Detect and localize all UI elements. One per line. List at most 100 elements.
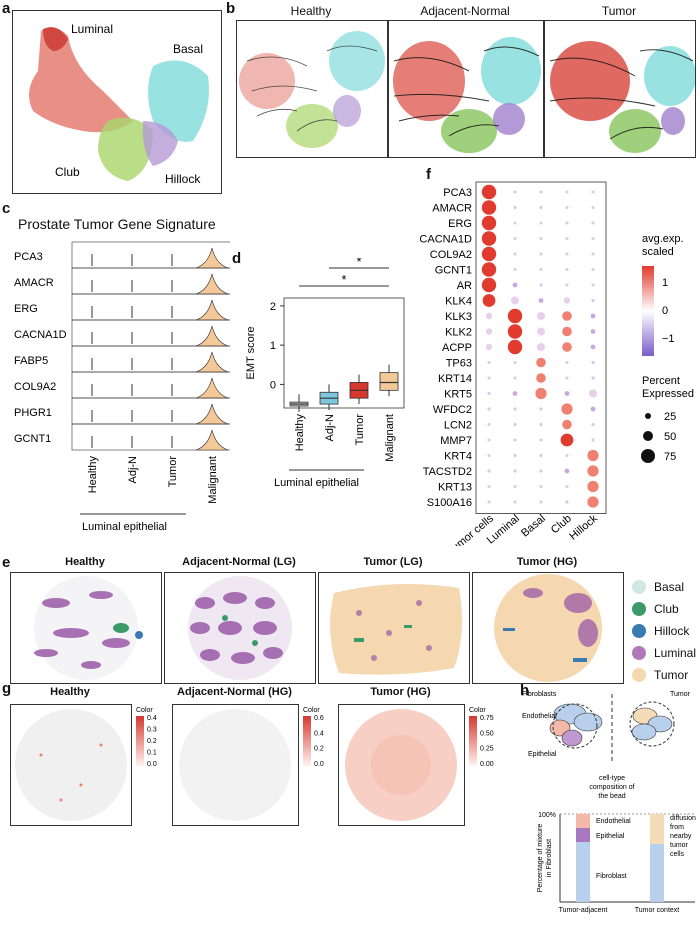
dot-gene-WFDC2: WFDC2 [433, 404, 472, 416]
dot [538, 298, 544, 303]
dot [562, 311, 572, 321]
violin-group-Malignant: Malignant [207, 456, 219, 504]
dot [565, 221, 569, 225]
dot [507, 308, 523, 324]
h-label-fibroblasts: Fibroblasts [522, 691, 557, 698]
color-legend-tick: 1 [662, 277, 668, 289]
panel-label-e: e [2, 554, 11, 571]
bar-endothelial [576, 814, 590, 828]
spatial-tumor-hg [472, 572, 624, 684]
dot [539, 237, 543, 240]
violin-malignant [195, 403, 229, 425]
dot [591, 221, 595, 225]
dot [535, 387, 547, 400]
dot [513, 252, 517, 256]
dot [591, 283, 595, 287]
h-xlabel-adjacent: Tumor-adjacent [559, 907, 608, 914]
dot [565, 376, 569, 380]
panel-e-title-0: Healthy [65, 556, 105, 568]
size-legend-title: Percent [642, 375, 680, 387]
dot [536, 373, 546, 383]
color-legend-title: avg.exp. [642, 233, 684, 245]
dot [539, 422, 543, 427]
diffusion-note: cells [670, 851, 685, 858]
dot [565, 237, 569, 240]
h-ylabel: Percentage of mixture [537, 824, 544, 893]
box-xlabel-Malignant: Malignant [384, 414, 396, 462]
emt-boxplot: 2 1 0 EMT score Healthy Adj-N Tumor Malignant * *… [245, 258, 405, 489]
dot [560, 433, 574, 447]
dot [487, 500, 491, 504]
sig-star-2: * [341, 272, 346, 287]
dot [587, 449, 599, 462]
dot [481, 231, 497, 246]
panel-label-f: f [426, 166, 431, 183]
umap-scatter: Luminal Basal Club Hillock [29, 22, 209, 186]
dot [591, 237, 595, 240]
dot [565, 190, 569, 194]
legend-swatch [632, 646, 646, 660]
dot [539, 190, 543, 194]
dot [564, 391, 570, 396]
dot [565, 361, 569, 364]
dot [487, 423, 491, 426]
dot [513, 268, 517, 271]
panel-b-title-adjacent: Adjacent-Normal [420, 4, 510, 18]
dot-gene-KRT14: KRT14 [438, 373, 472, 385]
dot [487, 391, 491, 396]
dot-gene-COL9A2: COL9A2 [430, 249, 472, 261]
dot-gene-KRT13: KRT13 [438, 482, 472, 494]
box-Malignant [379, 372, 399, 391]
diffusion-note: tumor [670, 842, 689, 849]
violin-malignant [195, 377, 229, 399]
dot [537, 343, 545, 351]
panel-g-title-2: Tumor (HG) [370, 686, 431, 698]
legend-item-luminal: Luminal [632, 646, 696, 660]
colorbar-tick: 0.2 [147, 738, 157, 745]
dot-gene-ERG: ERG [448, 218, 472, 230]
colorbar-label: Color [303, 707, 320, 714]
panel-label-a: a [2, 0, 11, 17]
dot-gene-ACPP: ACPP [442, 342, 472, 354]
luminal-core [43, 27, 68, 51]
luminal-cluster [29, 27, 133, 133]
hillock-cluster [142, 121, 178, 166]
dot [591, 298, 595, 303]
dot [512, 391, 518, 396]
dot [591, 376, 595, 380]
size-legend-dot [641, 449, 655, 463]
dot [487, 407, 491, 411]
dot [587, 465, 599, 477]
dot [513, 361, 517, 364]
dot [563, 297, 571, 304]
dot [539, 438, 543, 442]
deconv-healthy [10, 704, 132, 826]
violin-gene-COL9A2: COL9A2 [14, 381, 56, 393]
dot [513, 376, 517, 380]
dot [487, 438, 491, 442]
violin-plot: PCA3 AMACR ERG CACNA1D FABP5 COL9A2 PHGR1 GCNT1… [14, 241, 230, 533]
dot [482, 294, 496, 307]
dot [591, 438, 595, 442]
colorbar-tick: 0.0 [314, 761, 324, 768]
colorbar-label: Color [136, 707, 153, 714]
dot-gene-LCN2: LCN2 [444, 420, 472, 432]
dot-gene-MMP7: MMP7 [440, 435, 472, 447]
size-legend-dot [645, 413, 651, 419]
dot [565, 454, 569, 457]
dot [513, 438, 517, 442]
dot-gene-GCNT1: GCNT1 [435, 265, 472, 277]
violin-row [71, 423, 230, 451]
dot [539, 221, 543, 225]
dot [507, 339, 523, 355]
panel-b-title-healthy: Healthy [290, 4, 332, 18]
colorbar-tick: 0.1 [147, 750, 157, 757]
violin-malignant [195, 325, 229, 347]
dot [565, 283, 569, 287]
box-xlabel-Adj-N: Adj-N [324, 414, 336, 442]
panel-e-title-1: Adjacent-Normal (LG) [182, 556, 296, 568]
dot [590, 344, 596, 350]
cluster-label-club: Club [55, 165, 80, 179]
dot-gene-S100A16: S100A16 [427, 497, 472, 509]
dot [512, 282, 518, 288]
